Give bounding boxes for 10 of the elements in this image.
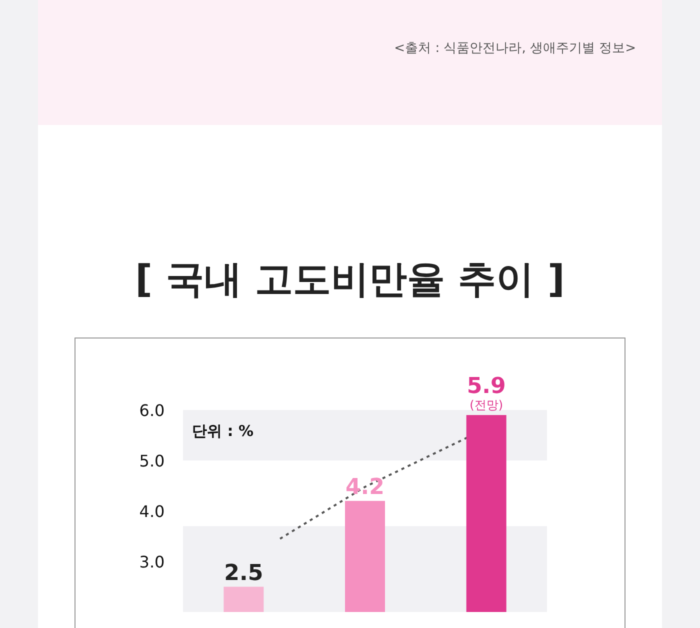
y-tick-label: 3.0: [139, 552, 165, 572]
chart-title: [ 국내 고도비만율 추이 ]: [135, 257, 565, 301]
y-tick-label: 4.0: [139, 502, 165, 521]
data-label: 2.5: [224, 560, 264, 586]
y-tick-label: 5.0: [139, 452, 165, 470]
annotation: (전망): [470, 398, 504, 412]
annotation: 단위 : %: [192, 422, 254, 440]
data-label: 5.9: [466, 374, 506, 400]
source: <출처 : 식품안전나라, 생애주기별 정보>: [394, 41, 636, 56]
y-tick-label: 6.0: [139, 401, 165, 420]
